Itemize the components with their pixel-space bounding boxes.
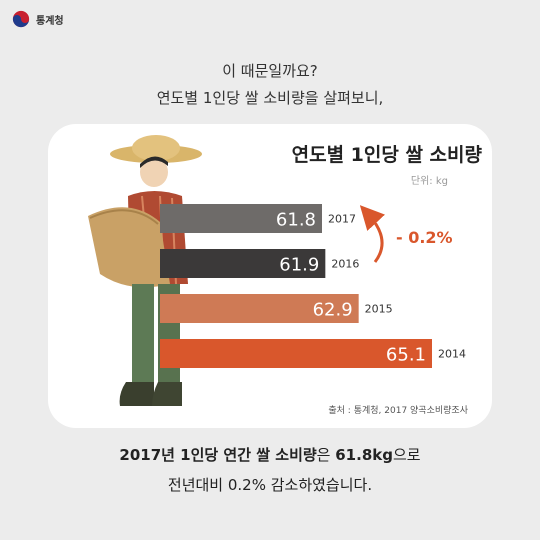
summary-particle: 은: [316, 446, 336, 464]
increase-arrow-icon: [359, 205, 385, 263]
bar-value-2015: 62.9: [313, 300, 353, 321]
bar-value-2016: 61.9: [279, 255, 319, 276]
farmer-illustration-icon: [88, 135, 202, 406]
chart-title: 연도별 1인당 쌀 소비량: [291, 144, 482, 166]
bar-year-2014: 2014: [438, 348, 466, 361]
intro-line-1: 이 때문일까요?: [222, 62, 318, 80]
source-note: 출처 : 통계청, 2017 양곡소비량조사: [328, 406, 468, 416]
intro-line-2: 연도별 1인당 쌀 소비량을 살펴보니,: [156, 89, 384, 107]
unit-label: 단위: kg: [410, 176, 448, 187]
bar-value-2014: 65.1: [386, 345, 426, 366]
bar-year-2017: 2017: [328, 213, 356, 226]
summary-bold-value: 61.8kg: [335, 446, 393, 464]
bar-2014: [160, 339, 432, 368]
summary-end: 으로: [392, 446, 421, 464]
statistics-korea-logo-icon: [12, 10, 30, 28]
bar-year-2016: 2016: [331, 258, 359, 271]
logo[interactable]: 통계청: [12, 10, 64, 28]
bar-2015: [160, 294, 359, 323]
summary-bold-subject: 2017년 1인당 연간 쌀 소비량: [119, 446, 317, 464]
change-annotation: - 0.2%: [396, 228, 453, 247]
bar-year-2015: 2015: [365, 303, 393, 316]
bar-2017: [160, 204, 322, 233]
logo-text: 통계청: [36, 15, 64, 27]
bar-2016: [160, 249, 326, 278]
summary-line-2: 전년대비 0.2% 감소하였습니다.: [167, 476, 373, 494]
bar-value-2017: 61.8: [276, 210, 316, 231]
summary-line-1: 2017년 1인당 연간 쌀 소비량은 61.8kg으로: [0, 444, 540, 465]
